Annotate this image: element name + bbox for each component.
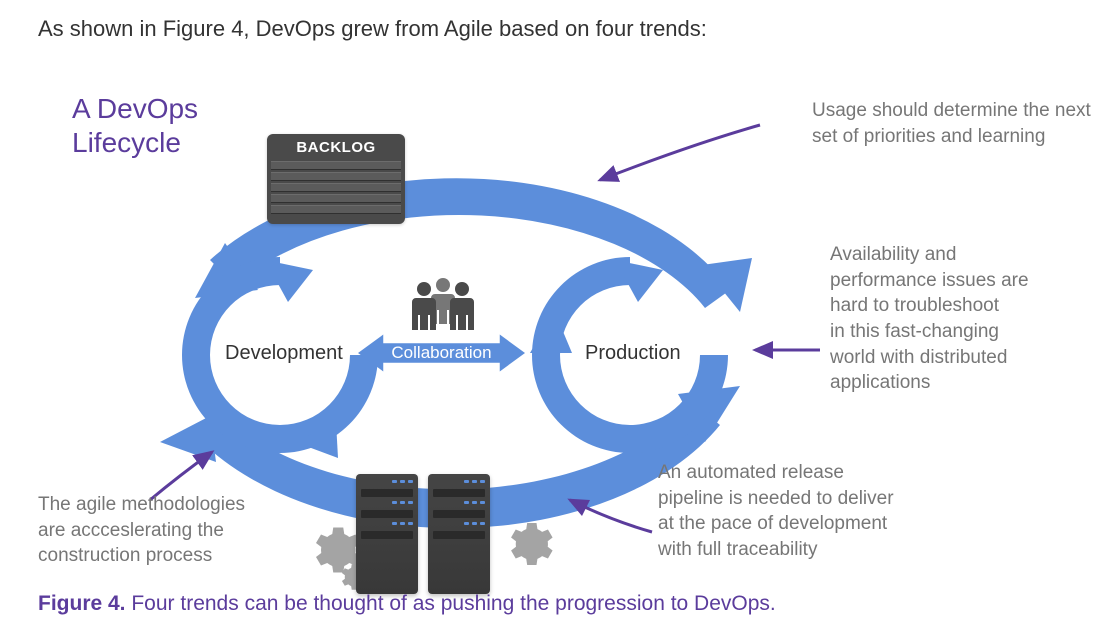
- intro-text: As shown in Figure 4, DevOps grew from A…: [38, 16, 707, 42]
- callout-top-right: Usage should determine the next set of p…: [812, 98, 1091, 149]
- callout-right: Availability and performance issues are …: [830, 242, 1029, 396]
- backlog-row: [271, 172, 401, 181]
- callout-bottom-right: An automated release pipeline is needed …: [658, 460, 894, 563]
- backlog-row: [271, 205, 401, 214]
- backlog-row: [271, 194, 401, 203]
- backlog-label: BACKLOG: [296, 139, 375, 156]
- figure-caption: Figure 4. Four trends can be thought of …: [38, 592, 776, 616]
- backlog-row: [271, 183, 401, 192]
- caption-prefix: Figure 4.: [38, 592, 131, 615]
- server-icon: [356, 474, 418, 594]
- backlog-icon: BACKLOG: [267, 134, 405, 224]
- production-label: Production: [585, 342, 681, 365]
- server-icon: [428, 474, 490, 594]
- caption-text: Four trends can be thought of as pushing…: [131, 592, 775, 615]
- people-icon: [408, 276, 478, 330]
- collaboration-label: Collaboration: [391, 343, 491, 363]
- backlog-row: [271, 161, 401, 170]
- development-label: Development: [225, 342, 343, 365]
- collaboration-arrow: Collaboration: [358, 334, 525, 372]
- servers-icon: [356, 474, 490, 594]
- callout-bottom-left: The agile methodologies are accceslerati…: [38, 492, 245, 569]
- gear-icon: [498, 516, 554, 572]
